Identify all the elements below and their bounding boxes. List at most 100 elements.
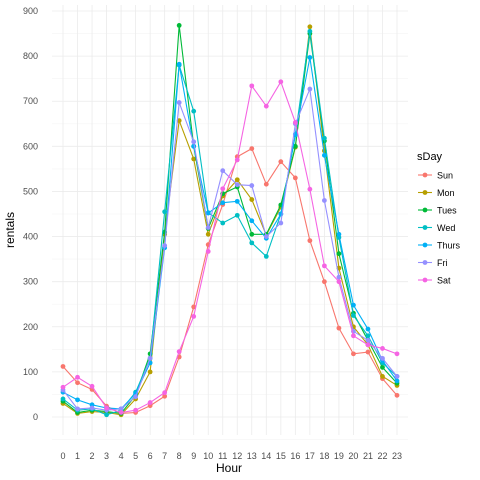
x-tick-label: 16	[290, 451, 300, 461]
x-tick-label: 10	[203, 451, 213, 461]
legend-label: Wed	[437, 223, 455, 233]
legend-label: Tues	[437, 206, 457, 216]
data-point-sun	[336, 325, 342, 331]
y-tick-label: 900	[23, 6, 38, 16]
data-point-sun	[321, 279, 327, 285]
y-tick-label: 200	[23, 322, 38, 332]
data-point-sat	[336, 279, 342, 285]
data-point-thurs	[75, 397, 80, 403]
data-point-thurs	[321, 152, 327, 158]
legend-title: sDay	[417, 151, 443, 163]
data-point-fri	[234, 182, 240, 188]
data-point-sun	[75, 380, 80, 386]
y-tick-label: 800	[23, 51, 38, 61]
data-point-wed	[263, 254, 269, 259]
data-point-fri	[307, 86, 313, 92]
data-point-thurs	[336, 231, 342, 237]
x-tick-label: 19	[334, 451, 344, 461]
data-point-mon	[147, 369, 153, 375]
x-tick-label: 11	[218, 451, 227, 461]
y-axis-title: rentals	[3, 212, 17, 248]
x-tick-label: 22	[377, 451, 387, 461]
data-point-sat	[60, 384, 66, 390]
x-tick-label: 4	[119, 451, 124, 461]
series-line-tues	[62, 25, 398, 414]
data-point-sun	[162, 393, 168, 399]
x-tick-label: 3	[104, 451, 109, 461]
data-point-fri	[365, 337, 371, 343]
data-point-wed	[60, 396, 66, 402]
data-point-sat	[220, 186, 226, 192]
data-point-thurs	[365, 326, 371, 332]
data-point-wed	[351, 313, 356, 318]
legend-key-point	[422, 207, 428, 213]
data-point-mon	[249, 197, 255, 202]
data-point-wed	[307, 28, 313, 34]
data-point-mon	[191, 156, 197, 162]
data-point-fri	[75, 406, 80, 412]
data-point-sat	[133, 407, 139, 413]
y-tick-label: 600	[23, 141, 38, 151]
data-point-fri	[263, 234, 269, 239]
data-point-sun	[249, 146, 255, 151]
data-point-sun	[263, 181, 269, 187]
series-line-thurs	[62, 57, 398, 410]
data-point-sun	[191, 304, 197, 310]
x-tick-label: 7	[162, 451, 167, 461]
series-line-fri	[62, 86, 398, 411]
data-point-fri	[133, 394, 139, 400]
y-tick-label: 100	[23, 367, 38, 377]
data-point-fri	[147, 355, 153, 361]
data-point-sat	[234, 157, 240, 163]
data-point-sun	[307, 238, 313, 244]
y-tick-label: 300	[23, 277, 38, 287]
data-point-sun	[278, 159, 284, 165]
data-point-sun	[292, 175, 298, 181]
data-point-tues	[380, 364, 385, 370]
series-mon	[60, 24, 400, 418]
data-point-fri	[394, 374, 400, 379]
data-point-sat	[205, 249, 211, 254]
legend-label: Fri	[437, 258, 448, 268]
data-point-thurs	[220, 200, 226, 206]
x-tick-label: 5	[133, 451, 138, 461]
x-tick-label: 0	[60, 451, 65, 461]
series-line-wed	[62, 31, 398, 416]
legend-key-point	[422, 190, 428, 195]
legend: sDay Sun Mon Tues Wed Thurs Fri Sat	[417, 151, 461, 286]
data-point-sat	[75, 374, 80, 380]
data-point-sat	[307, 186, 313, 192]
data-point-fri	[191, 139, 197, 145]
data-point-tues	[336, 251, 342, 257]
series-line-mon	[62, 26, 398, 416]
data-point-sat	[351, 333, 356, 339]
data-point-fri	[118, 406, 124, 412]
x-tick-label: 6	[148, 451, 153, 461]
data-point-fri	[249, 183, 255, 188]
x-tick-label: 2	[90, 451, 95, 461]
series-fri	[60, 86, 400, 413]
legend-key-point	[422, 277, 428, 283]
legend-item-tues: Tues	[418, 206, 457, 216]
data-point-sun	[394, 392, 400, 398]
data-point-wed	[162, 209, 168, 215]
data-point-sat	[118, 410, 124, 415]
data-point-sat	[278, 79, 284, 85]
data-point-sat	[89, 383, 95, 389]
y-tick-label: 500	[23, 186, 38, 196]
data-point-fri	[89, 405, 95, 411]
legend-key-point	[422, 172, 428, 178]
data-point-fri	[278, 220, 284, 226]
data-point-sat	[263, 103, 269, 109]
series-line-sat	[62, 80, 398, 414]
y-tick-label: 0	[33, 412, 38, 422]
legend-item-wed: Wed	[418, 223, 455, 233]
data-point-wed	[104, 412, 109, 418]
data-point-fri	[380, 355, 385, 361]
data-point-mon	[380, 374, 385, 379]
data-point-wed	[220, 220, 226, 226]
y-tick-label: 700	[23, 96, 38, 106]
data-point-sat	[380, 346, 385, 351]
data-point-thurs	[351, 302, 356, 308]
x-tick-label: 13	[247, 451, 257, 461]
